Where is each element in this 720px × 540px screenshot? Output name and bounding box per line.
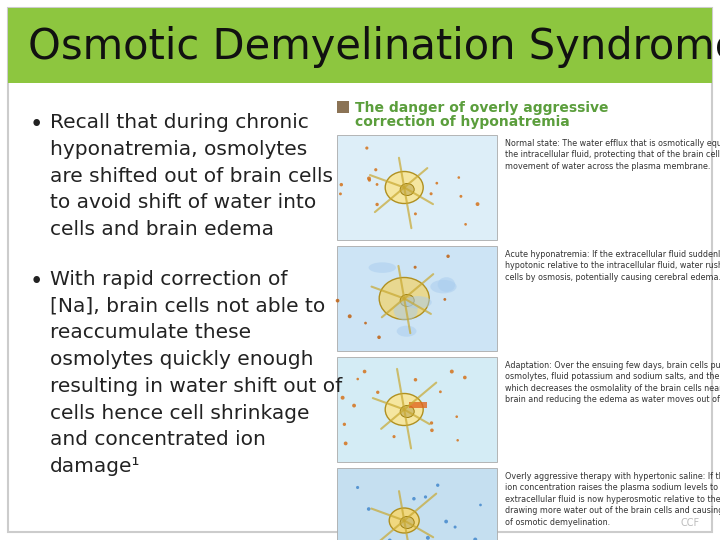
Ellipse shape [479, 504, 482, 507]
Ellipse shape [392, 435, 395, 438]
Ellipse shape [439, 390, 442, 393]
Ellipse shape [414, 378, 417, 382]
Ellipse shape [365, 146, 369, 150]
Ellipse shape [356, 486, 359, 489]
Ellipse shape [413, 266, 417, 269]
Text: •: • [30, 269, 43, 293]
Bar [337, 357, 497, 462]
Ellipse shape [430, 192, 433, 195]
Text: Recall that during chronic
hyponatremia, osmolytes
are shifted out of brain cell: Recall that during chronic hyponatremia,… [50, 113, 333, 239]
Ellipse shape [376, 183, 379, 186]
Ellipse shape [377, 335, 381, 339]
Ellipse shape [376, 390, 379, 394]
Ellipse shape [457, 176, 460, 179]
Ellipse shape [369, 262, 396, 273]
Ellipse shape [476, 202, 480, 206]
Ellipse shape [446, 254, 450, 258]
Ellipse shape [424, 495, 427, 498]
Ellipse shape [454, 525, 456, 529]
Bar [337, 135, 497, 240]
Ellipse shape [426, 536, 430, 540]
Ellipse shape [431, 280, 456, 293]
Text: •: • [30, 113, 43, 136]
Bar [337, 101, 349, 113]
Ellipse shape [450, 369, 454, 374]
Ellipse shape [463, 376, 467, 379]
Text: Adaptation: Over the ensuing few days, brain cells pump out
osmolytes, fluid pot: Adaptation: Over the ensuing few days, b… [505, 361, 720, 404]
Text: Normal state: The water efflux that is osmotically equilibrated with
the intrace: Normal state: The water efflux that is o… [505, 139, 720, 171]
Ellipse shape [343, 442, 348, 446]
Ellipse shape [436, 182, 438, 185]
Ellipse shape [341, 396, 345, 400]
Bar [8, 8, 712, 83]
Ellipse shape [367, 507, 371, 511]
Ellipse shape [456, 439, 459, 442]
Ellipse shape [430, 421, 433, 424]
Ellipse shape [397, 326, 416, 337]
Ellipse shape [348, 314, 351, 318]
Ellipse shape [414, 212, 417, 215]
Ellipse shape [364, 322, 367, 325]
Text: Overly aggressive therapy with hypertonic saline: If the sodium
ion concentratio: Overly aggressive therapy with hypertoni… [505, 472, 720, 527]
Ellipse shape [456, 415, 458, 418]
Ellipse shape [430, 429, 433, 432]
Ellipse shape [459, 195, 462, 198]
Ellipse shape [444, 298, 446, 301]
Ellipse shape [436, 483, 439, 487]
Text: With rapid correction of
[Na], brain cells not able to
reaccumulate these
osmoly: With rapid correction of [Na], brain cel… [50, 269, 342, 476]
Ellipse shape [343, 423, 346, 426]
Bar [337, 468, 497, 540]
Ellipse shape [356, 378, 359, 380]
Text: The danger of overly aggressive: The danger of overly aggressive [355, 101, 608, 115]
Ellipse shape [367, 177, 371, 180]
Ellipse shape [444, 519, 448, 523]
Bar [409, 402, 427, 408]
Ellipse shape [374, 168, 377, 171]
Text: Acute hyponatremia: If the extracellular fluid suddenly becomes
hypotonic relati: Acute hyponatremia: If the extracellular… [505, 250, 720, 282]
Ellipse shape [400, 294, 414, 307]
Ellipse shape [368, 179, 371, 182]
Ellipse shape [340, 183, 343, 186]
Ellipse shape [412, 497, 415, 501]
Text: correction of hyponatremia: correction of hyponatremia [355, 115, 570, 129]
Text: Osmotic Demyelination Syndrome: Osmotic Demyelination Syndrome [28, 26, 720, 69]
Ellipse shape [394, 301, 418, 320]
Bar [337, 246, 497, 351]
Ellipse shape [336, 299, 339, 302]
Ellipse shape [379, 278, 429, 320]
Ellipse shape [405, 296, 432, 308]
Ellipse shape [339, 192, 342, 195]
Ellipse shape [400, 516, 414, 529]
Ellipse shape [464, 223, 467, 226]
Ellipse shape [385, 394, 423, 426]
Ellipse shape [385, 172, 423, 204]
Ellipse shape [390, 508, 419, 533]
Ellipse shape [352, 404, 356, 408]
Ellipse shape [363, 370, 366, 373]
Ellipse shape [473, 537, 477, 540]
Ellipse shape [438, 277, 455, 292]
Ellipse shape [400, 406, 414, 417]
Text: CCF: CCF [681, 518, 700, 528]
Ellipse shape [400, 184, 414, 195]
Ellipse shape [388, 538, 392, 540]
Ellipse shape [375, 203, 379, 206]
